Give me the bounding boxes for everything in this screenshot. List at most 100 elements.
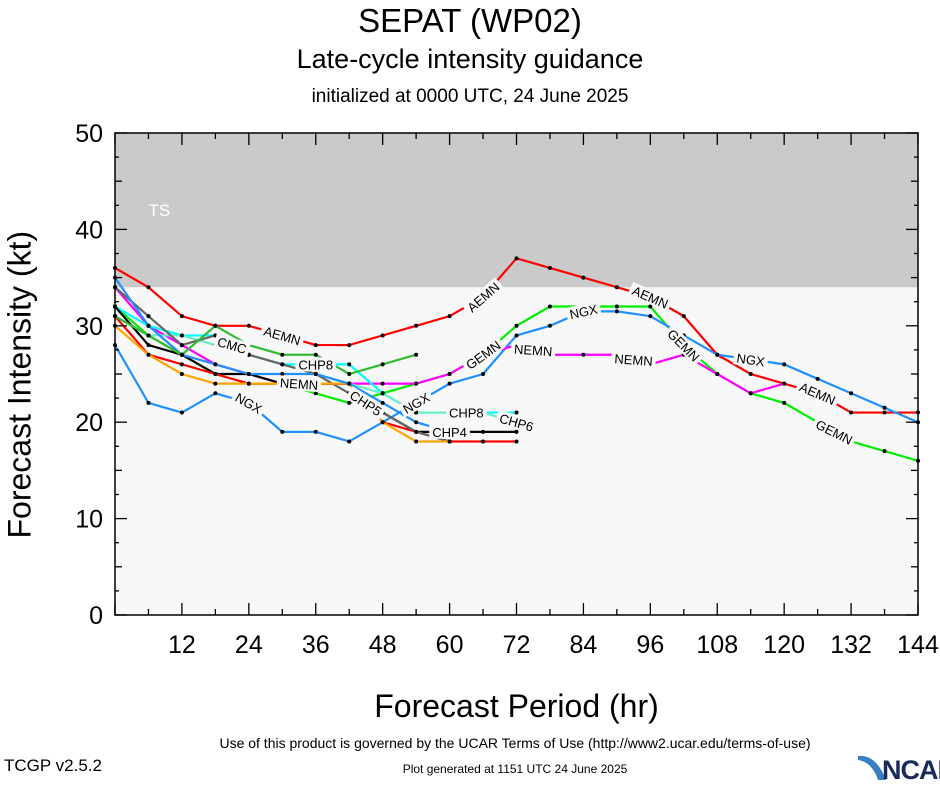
series-label-group: CHP8	[295, 357, 337, 372]
data-point	[547, 265, 552, 270]
label-gap	[732, 350, 769, 369]
data-point	[380, 400, 385, 405]
data-point	[213, 362, 218, 367]
series-label: NEMN	[514, 342, 553, 360]
data-point	[414, 429, 419, 434]
series-label: CHP4	[432, 425, 467, 440]
version-text: TCGP v2.5.2	[4, 756, 102, 775]
data-point	[514, 439, 519, 444]
series-label: NEMN	[614, 351, 653, 369]
label-gap	[794, 378, 841, 409]
data-point	[313, 372, 318, 376]
x-tick-label: 84	[570, 631, 598, 659]
data-point	[380, 381, 385, 386]
data-point	[246, 323, 251, 328]
y-tick-label: 50	[75, 120, 103, 148]
data-point	[581, 352, 586, 357]
data-point	[849, 391, 854, 396]
data-point	[715, 372, 720, 376]
data-point	[681, 314, 686, 319]
label-gap	[510, 341, 556, 359]
series-label-group: NEMN	[510, 341, 556, 360]
data-point	[347, 439, 352, 444]
data-point	[414, 420, 419, 425]
series-label-group: CHP4	[429, 424, 470, 440]
series-label-group: CHP8	[445, 405, 487, 421]
x-tick-label: 72	[503, 631, 531, 659]
series-line	[114, 315, 417, 376]
data-point	[414, 323, 419, 328]
x-tick-label: 120	[763, 631, 805, 659]
ncar-logo: NCAR	[858, 750, 940, 785]
x-axis-label: Forecast Period (hr)	[374, 688, 659, 724]
data-point	[146, 352, 151, 357]
data-point	[280, 429, 285, 434]
data-point	[347, 362, 352, 367]
data-point	[547, 323, 552, 328]
label-gap	[495, 409, 538, 435]
data-point	[514, 410, 519, 415]
chart-title: SEPAT (WP02)	[358, 2, 582, 39]
series-label-group: NGX	[565, 300, 602, 322]
data-point	[882, 410, 887, 415]
data-point	[313, 429, 318, 434]
data-point	[380, 362, 385, 367]
series-label-group: NGX	[732, 350, 769, 370]
x-tick-label: 36	[302, 631, 330, 659]
data-point	[447, 381, 452, 386]
label-gap	[811, 415, 858, 449]
data-point	[347, 372, 352, 376]
data-point	[547, 304, 552, 309]
data-point	[815, 376, 820, 381]
label-gap	[345, 385, 387, 420]
x-tick-label: 12	[168, 631, 196, 659]
label-gap	[662, 324, 705, 366]
data-point	[481, 439, 486, 444]
y-tick-label: 0	[89, 602, 103, 630]
data-point	[614, 309, 619, 314]
data-point	[146, 323, 151, 328]
band-label: TS	[148, 201, 170, 220]
y-tick-label: 30	[75, 313, 103, 341]
data-point	[313, 343, 318, 348]
data-point	[213, 323, 218, 328]
data-point	[782, 400, 787, 405]
data-point	[849, 410, 854, 415]
label-gap	[627, 281, 674, 312]
x-tick-label: 144	[897, 631, 939, 659]
series-label: NGX	[736, 351, 766, 370]
data-point	[347, 381, 352, 386]
data-point	[146, 400, 151, 405]
band-ts	[115, 133, 918, 288]
data-point	[514, 333, 519, 338]
data-point	[213, 391, 218, 396]
data-point	[782, 362, 787, 367]
data-point	[380, 333, 385, 338]
x-tick-label: 48	[369, 631, 397, 659]
data-point	[748, 391, 753, 396]
data-point	[514, 323, 519, 328]
data-point	[447, 314, 452, 319]
terms-of-use-text: Use of this product is governed by the U…	[219, 735, 811, 751]
label-gap	[213, 333, 252, 357]
data-point	[481, 372, 486, 376]
label-gap	[230, 388, 268, 418]
series-label: NGX	[568, 301, 599, 322]
label-gap	[461, 277, 505, 317]
data-point	[179, 333, 184, 338]
series-label: CHP8	[449, 406, 484, 421]
label-gap	[460, 335, 506, 374]
data-point	[414, 352, 419, 357]
data-point	[380, 391, 385, 396]
initialization-time: initialized at 0000 UTC, 24 June 2025	[311, 86, 629, 107]
data-point	[313, 391, 318, 396]
data-point	[213, 381, 218, 386]
data-point	[447, 372, 452, 376]
data-point	[581, 275, 586, 280]
data-point	[748, 372, 753, 376]
data-point	[179, 343, 184, 348]
label-gap	[611, 350, 657, 369]
y-tick-label: 20	[75, 409, 103, 437]
series-label-group: NEMN	[276, 375, 322, 393]
data-point	[347, 400, 352, 405]
